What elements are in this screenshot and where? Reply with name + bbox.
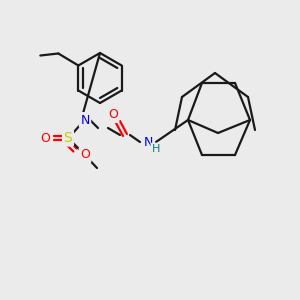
Text: S: S [64,131,72,145]
Text: O: O [40,131,50,145]
Text: H: H [152,144,160,154]
Text: N: N [80,113,90,127]
Text: N: N [143,136,153,148]
Text: O: O [80,148,90,161]
Text: O: O [108,109,118,122]
